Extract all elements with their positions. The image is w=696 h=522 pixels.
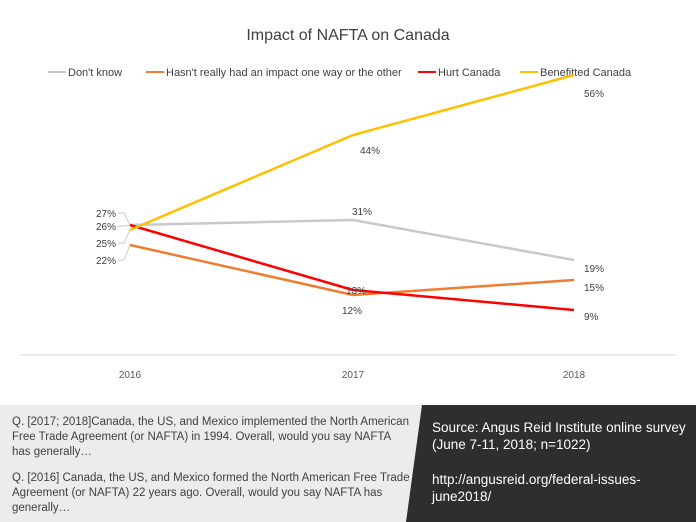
legend-item-benefitted-canada: Benefitted Canada [520, 67, 632, 79]
source-text: Source: Angus Reid Institute online surv… [432, 420, 686, 452]
series-lines [129, 73, 575, 312]
label-connectors [118, 212, 131, 261]
source-url[interactable]: http://angusreid.org/federal-issues-june… [432, 472, 641, 504]
chart-area: Impact of NAFTA on Canada Don't know Hasn… [20, 27, 676, 381]
legend-label: Don't know [68, 67, 122, 79]
legend-item-don-t-know: Don't know [48, 67, 122, 79]
question-2016-text: Q. [2016] Canada, the US, and Mexico for… [12, 472, 410, 514]
data-label-hasn-t-really-had-an-impact-one-way-or-the-other-2016: 22% [96, 256, 116, 267]
chart-title: Impact of NAFTA on Canada [246, 27, 449, 44]
legend-item-hasn-t-really-had-an-impact-one-way-or-the-other: Hasn't really had an impact one way or t… [146, 67, 402, 79]
question-2017-2018-text: Q. [2017; 2018]Canada, the US, and Mexic… [12, 416, 409, 458]
data-labels: 27% 31% 19% 22% 12% 15% 26% 13% 9% 25% 44% 56% [96, 89, 604, 323]
label-connector [118, 224, 131, 227]
series-line-benefitted-canada [129, 73, 575, 232]
data-label-hurt-canada-2017: 13% [346, 286, 366, 297]
series-line-hurt-canada [129, 223, 575, 312]
legend-label: Hurt Canada [438, 67, 501, 79]
data-label-benefitted-canada-2016: 25% [96, 239, 116, 250]
data-label-don-t-know-2016: 27% [96, 209, 116, 220]
data-label-hasn-t-really-had-an-impact-one-way-or-the-other-2018: 15% [584, 283, 604, 294]
series-line-don-t-know [129, 218, 575, 262]
data-label-hurt-canada-2016: 26% [96, 222, 116, 233]
data-label-don-t-know-2018: 19% [584, 264, 604, 275]
x-tick-label: 2016 [119, 370, 142, 381]
legend-item-hurt-canada: Hurt Canada [418, 67, 501, 79]
question-panel: Q. [2017; 2018]Canada, the US, and Mexic… [0, 405, 422, 522]
label-connector [118, 212, 131, 226]
series-line-hasn-t-really-had-an-impact-one-way-or-the-other [129, 243, 575, 297]
legend-label: Hasn't really had an impact one way or t… [166, 67, 402, 79]
data-label-don-t-know-2017: 31% [352, 207, 372, 218]
source-panel: Source: Angus Reid Institute online surv… [406, 405, 696, 522]
data-label-hasn-t-really-had-an-impact-one-way-or-the-other-2017: 12% [342, 306, 362, 317]
label-connector [118, 244, 131, 261]
data-label-hurt-canada-2018: 9% [584, 312, 599, 323]
label-connector [118, 229, 131, 244]
x-tick-label: 2017 [342, 370, 365, 381]
x-axis-ticks: 2016 2017 2018 [119, 370, 586, 381]
data-label-benefitted-canada-2018: 56% [584, 89, 604, 100]
x-tick-label: 2018 [563, 370, 586, 381]
legend-label: Benefitted Canada [540, 67, 632, 79]
line-chart: Impact of NAFTA on Canada Don't know Hasn… [20, 27, 676, 381]
data-label-benefitted-canada-2017: 44% [360, 146, 380, 157]
legend: Don't know Hasn't really had an impact on… [48, 67, 632, 79]
